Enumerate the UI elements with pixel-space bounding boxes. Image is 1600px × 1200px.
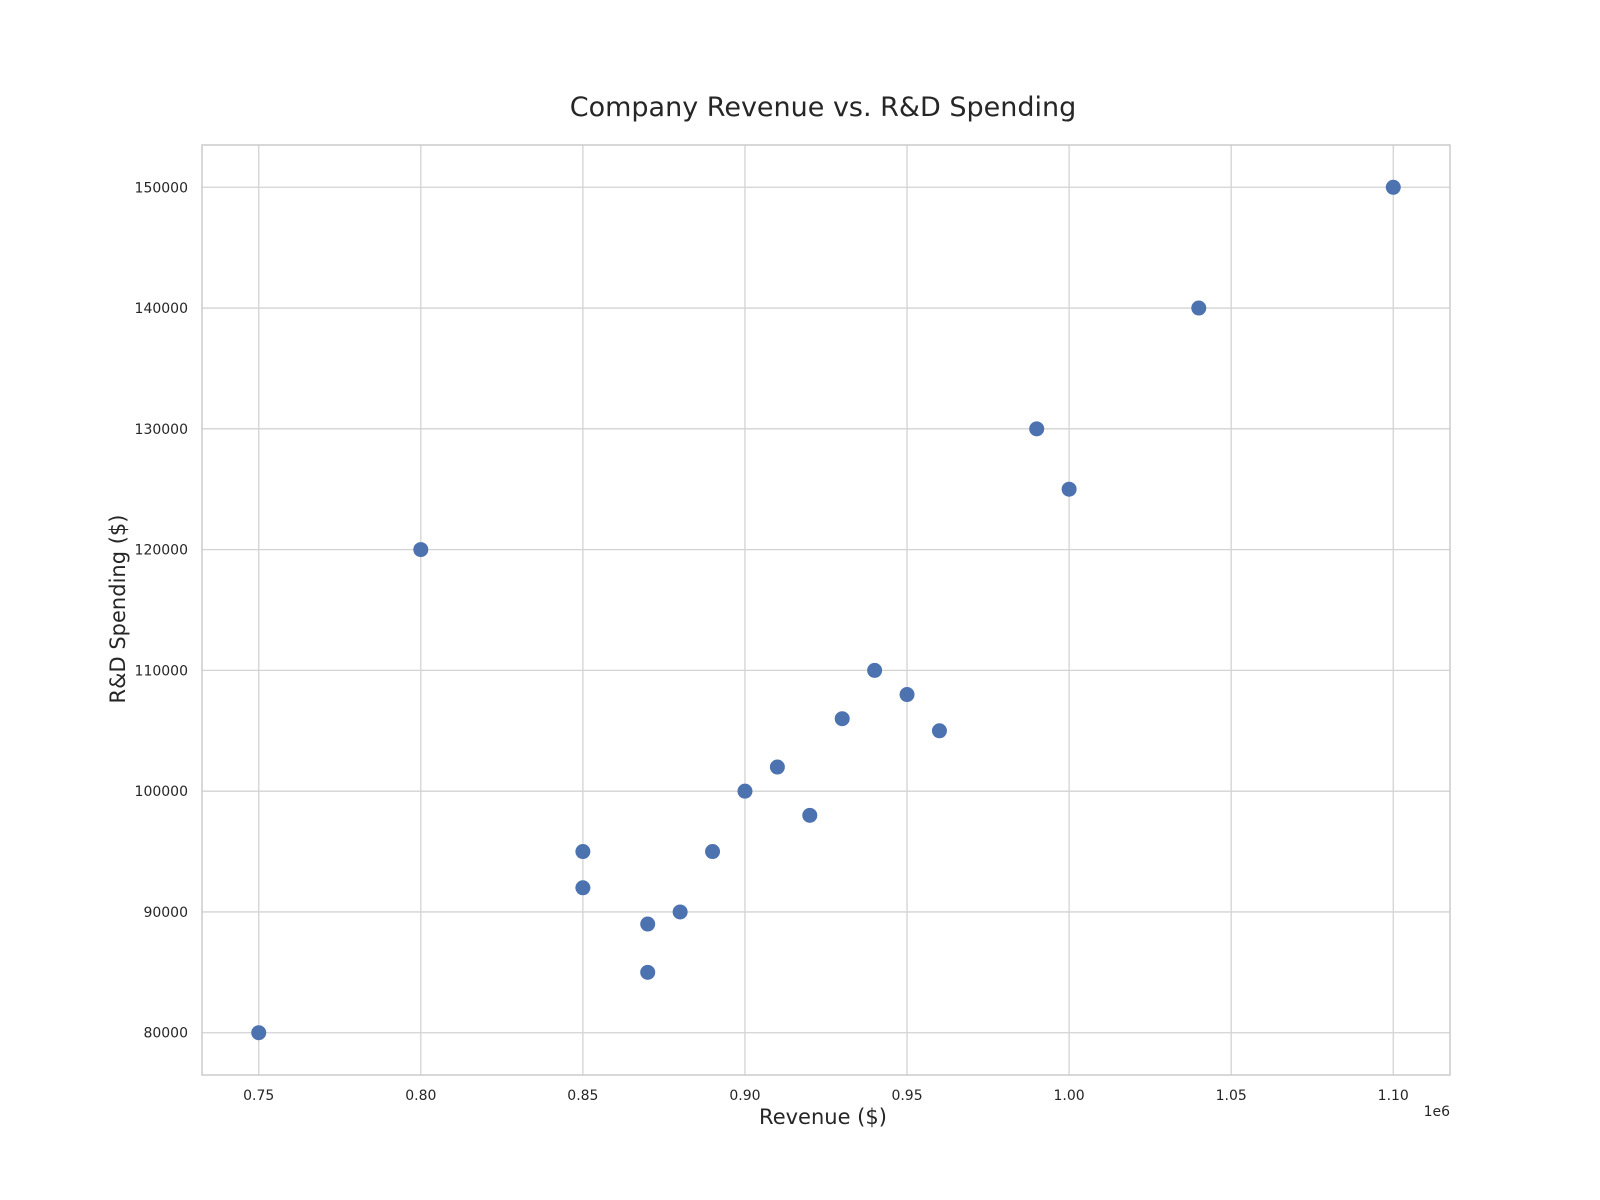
data-point (1385, 179, 1401, 195)
x-tick-label: 0.95 (891, 1088, 922, 1104)
data-point (931, 723, 947, 739)
x-tick-labels: 0.75 0.80 0.85 0.90 0.95 1.00 1.05 1.10 (243, 1088, 1409, 1104)
data-point (1191, 300, 1207, 316)
y-tick-labels: 80000 90000 100000 110000 120000 130000 140000… (135, 180, 188, 1041)
data-point (575, 880, 591, 896)
x-tick-label: 0.75 (243, 1088, 274, 1104)
x-tick-label: 0.85 (567, 1088, 598, 1104)
y-tick-label: 130000 (135, 422, 188, 438)
data-points (251, 179, 1401, 1041)
data-point (705, 844, 721, 860)
y-tick-label: 110000 (135, 663, 188, 679)
x-tick-label: 1.05 (1216, 1088, 1247, 1104)
data-point (737, 783, 753, 799)
x-tick-label: 0.80 (405, 1088, 436, 1104)
y-tick-label: 120000 (135, 543, 188, 559)
data-point (640, 964, 656, 980)
x-tick-label: 1.00 (1054, 1088, 1085, 1104)
grid (202, 145, 1450, 1075)
x-axis-label: Revenue ($) (759, 1105, 887, 1129)
x-tick-label: 0.90 (729, 1088, 760, 1104)
data-point (802, 807, 818, 823)
data-point (413, 542, 429, 558)
data-point (575, 844, 591, 860)
x-tick-label: 1.10 (1378, 1088, 1409, 1104)
data-point (899, 687, 915, 703)
data-point (672, 904, 688, 920)
x-axis-offset-label: 1e6 (1424, 1104, 1451, 1120)
y-tick-label: 90000 (143, 905, 188, 921)
data-point (769, 759, 785, 775)
y-tick-label: 100000 (135, 784, 188, 800)
data-point (1029, 421, 1045, 437)
y-tick-label: 80000 (143, 1026, 188, 1042)
y-axis-label: R&D Spending ($) (106, 515, 130, 704)
y-tick-label: 140000 (135, 301, 188, 317)
data-point (640, 916, 656, 932)
y-tick-label: 150000 (135, 180, 188, 196)
plot-area-frame (201, 144, 1451, 1076)
data-point (1061, 481, 1077, 497)
chart-title: Company Revenue vs. R&D Spending (570, 92, 1077, 123)
data-point (834, 711, 850, 727)
data-point (251, 1025, 267, 1041)
data-point (867, 662, 883, 678)
